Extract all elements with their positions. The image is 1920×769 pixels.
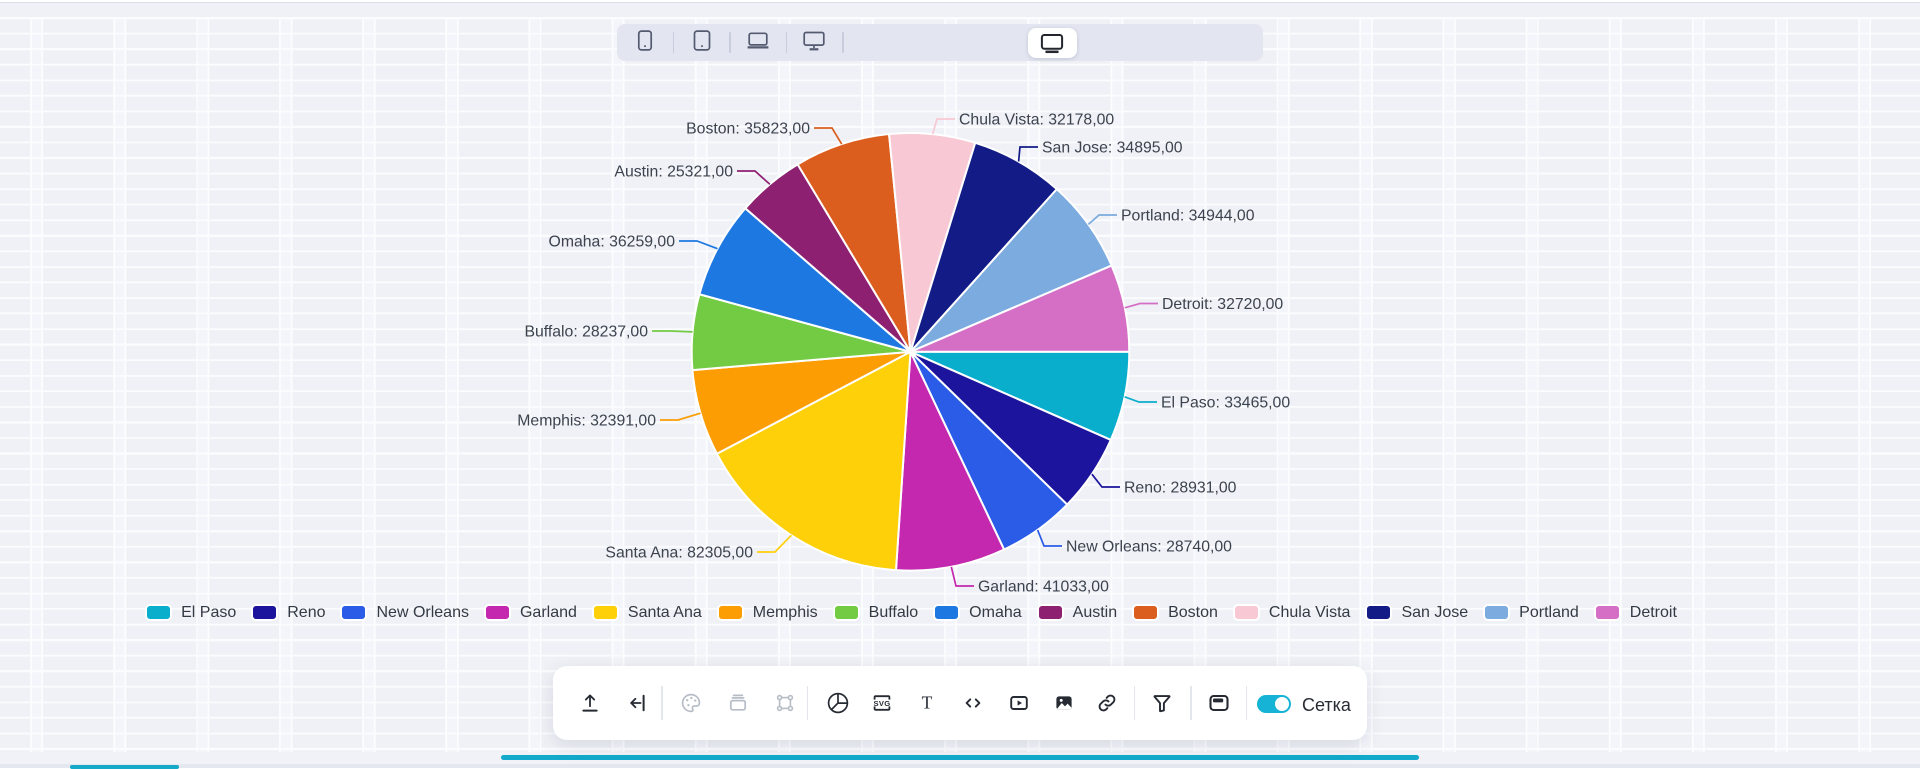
- svg-text:Buffalo: 28237,00: Buffalo: 28237,00: [524, 323, 648, 340]
- svg-text:El Paso: 33465,00: El Paso: 33465,00: [1161, 394, 1290, 411]
- svg-text:Reno: 28931,00: Reno: 28931,00: [1124, 479, 1237, 496]
- svg-text:Detroit: 32720,00: Detroit: 32720,00: [1162, 296, 1283, 313]
- svg-text:Garland: 41033,00: Garland: 41033,00: [978, 578, 1109, 595]
- svg-text:New Orleans: 28740,00: New Orleans: 28740,00: [1066, 538, 1232, 555]
- svg-text:Portland: 34944,00: Portland: 34944,00: [1121, 207, 1255, 224]
- svg-text:T: T: [922, 693, 933, 713]
- svg-text:Austin: 25321,00: Austin: 25321,00: [614, 163, 733, 180]
- svg-text:SVG: SVG: [874, 699, 891, 708]
- svg-text:San Jose: 34895,00: San Jose: 34895,00: [1042, 139, 1183, 156]
- svg-text:Chula Vista: 32178,00: Chula Vista: 32178,00: [959, 111, 1114, 128]
- svg-text:Memphis: 32391,00: Memphis: 32391,00: [517, 412, 656, 429]
- svg-text:Santa Ana: 82305,00: Santa Ana: 82305,00: [605, 544, 753, 561]
- svg-text:Omaha: 36259,00: Omaha: 36259,00: [549, 233, 676, 250]
- svg-text:Boston: 35823,00: Boston: 35823,00: [686, 120, 810, 137]
